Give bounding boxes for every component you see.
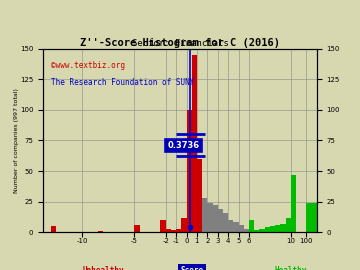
Text: Unhealthy: Unhealthy [82,266,124,270]
Bar [212,205,218,232]
Bar [260,228,265,232]
Bar [239,225,244,232]
Bar [254,230,260,232]
Title: Z''-Score Histogram for C (2016): Z''-Score Histogram for C (2016) [80,38,280,48]
Bar [207,203,212,232]
Text: Sector: Financials: Sector: Financials [132,39,228,48]
Bar [285,218,291,232]
Bar [249,220,254,232]
Y-axis label: Number of companies (997 total): Number of companies (997 total) [14,88,19,193]
Text: The Research Foundation of SUNY: The Research Foundation of SUNY [51,78,195,87]
Bar [134,225,140,232]
Bar [244,228,249,232]
Text: ©www.textbiz.org: ©www.textbiz.org [51,62,125,70]
Bar [306,203,317,232]
Text: Score: Score [180,266,203,270]
Bar [275,225,280,232]
Bar [181,218,186,232]
Bar [233,222,239,232]
Bar [186,110,192,232]
Bar [176,228,181,232]
Bar [218,209,223,232]
Bar [192,55,197,232]
Bar [98,231,103,232]
Bar [161,220,166,232]
Text: Healthy: Healthy [274,266,306,270]
Text: 0.3736: 0.3736 [167,141,200,150]
Bar [171,230,176,232]
Bar [51,226,56,232]
Bar [280,224,285,232]
Bar [202,198,207,232]
Bar [228,220,233,232]
Bar [166,228,171,232]
Bar [197,159,202,232]
Bar [291,175,296,232]
Bar [270,226,275,232]
Bar [223,212,228,232]
Bar [265,227,270,232]
